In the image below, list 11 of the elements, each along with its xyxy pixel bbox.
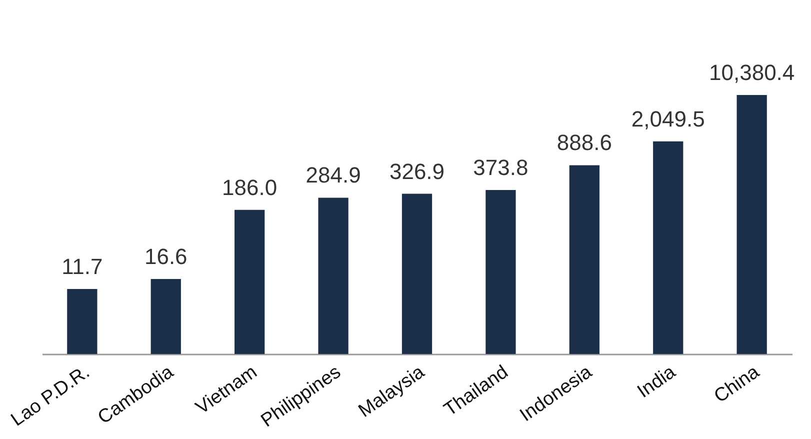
- x-tick-label: China: [710, 361, 764, 408]
- data-label: 373.8: [473, 154, 528, 180]
- data-label: 186.0: [222, 174, 278, 200]
- data-label: 10,380.4: [709, 60, 795, 85]
- data-label: 326.9: [389, 158, 445, 184]
- data-label: 888.6: [556, 130, 612, 156]
- data-label: 11.7: [62, 254, 103, 279]
- x-tick-label: India: [634, 361, 680, 403]
- data-label: 16.6: [144, 244, 188, 269]
- data-label: 284.9: [306, 162, 361, 188]
- data-label: 2,049.5: [631, 106, 705, 132]
